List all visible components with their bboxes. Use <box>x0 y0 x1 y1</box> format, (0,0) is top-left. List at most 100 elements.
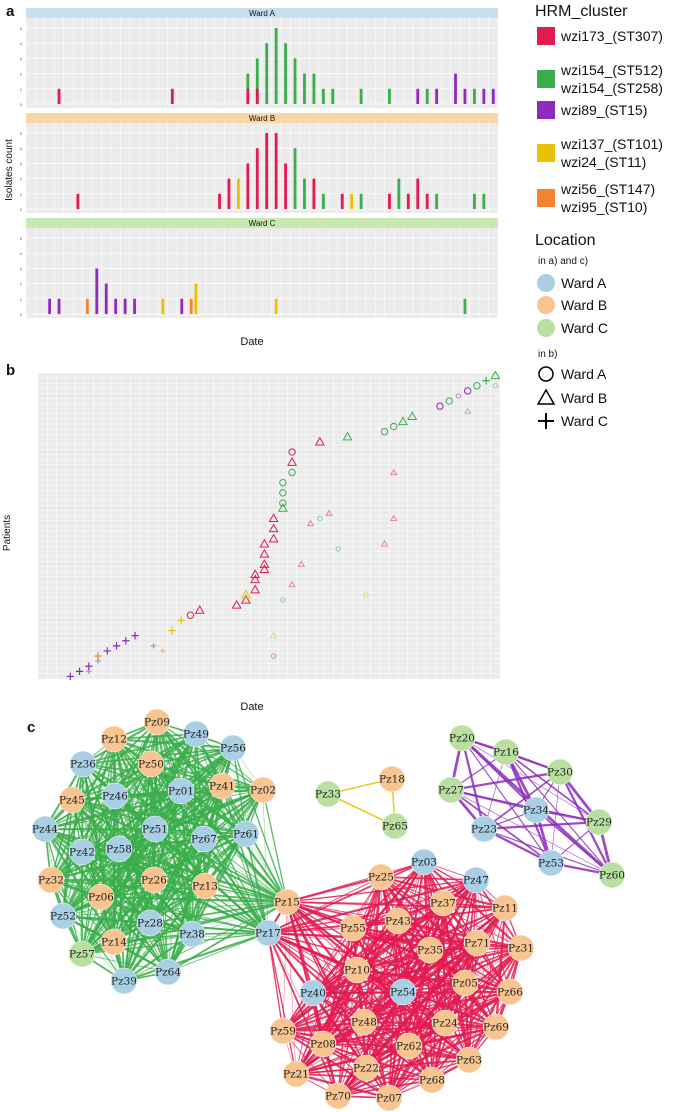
network-edge <box>450 770 561 792</box>
bar <box>312 178 316 209</box>
bar <box>303 178 306 209</box>
network-edge <box>267 932 365 1023</box>
point-circle <box>473 382 481 390</box>
legend-cluster-swatch <box>537 189 555 207</box>
network-node <box>49 902 77 930</box>
bar <box>255 58 259 104</box>
network-edge <box>203 838 288 903</box>
network-edge <box>44 828 83 955</box>
network-node-label: Pz67 <box>191 834 217 846</box>
bar <box>189 298 193 314</box>
network-edge <box>118 848 206 887</box>
network-node-label: Pz57 <box>69 949 95 961</box>
y-tick-label: 1 <box>20 87 23 92</box>
network-node-label: Pz16 <box>493 747 519 759</box>
network-edge <box>286 875 382 904</box>
point-circle <box>463 387 472 395</box>
bar <box>265 133 269 209</box>
bar <box>388 88 391 104</box>
y-tick-label: 4 <box>20 146 23 151</box>
network-edge <box>50 828 156 881</box>
network-edge <box>352 879 477 929</box>
point-circle <box>279 499 287 507</box>
legend-cluster-label: wzi95_(ST10) <box>560 199 647 215</box>
bar <box>473 193 476 209</box>
network-node-label: Pz13 <box>192 881 218 893</box>
network-edge <box>50 879 288 903</box>
network-node-label: Pz63 <box>456 1055 482 1067</box>
network-node-label: Pz39 <box>111 976 137 988</box>
point-circle <box>363 592 369 598</box>
point-triangle <box>463 407 472 414</box>
network-node-label: Pz35 <box>417 945 443 957</box>
network-edge <box>337 1025 497 1098</box>
network-edge <box>380 876 477 881</box>
network-node <box>492 738 520 766</box>
network-node-label: Pz30 <box>547 767 573 779</box>
network-node-label: Pz47 <box>463 875 489 887</box>
network-edge <box>312 982 466 994</box>
point-triangle <box>380 539 389 547</box>
network-node-label: Pz40 <box>300 988 326 1000</box>
point-circle <box>317 515 323 522</box>
network-node <box>100 725 128 753</box>
legend-location-swatch <box>537 296 555 314</box>
network-edge <box>50 879 269 934</box>
network-edge <box>118 848 169 973</box>
network-node <box>299 979 327 1007</box>
network-node-label: Pz55 <box>340 923 366 935</box>
network-node-label: Pz11 <box>492 903 518 915</box>
bar <box>416 88 420 104</box>
point-triangle <box>194 604 205 614</box>
network-node-label: Pz20 <box>449 733 475 745</box>
y-tick-label: 3 <box>20 161 23 166</box>
legend-shape-plus <box>538 413 554 429</box>
network-edge <box>460 737 486 830</box>
network-node <box>496 978 524 1006</box>
network-node-label: Pz38 <box>179 929 205 941</box>
network-node <box>190 825 218 853</box>
network-edge <box>267 932 297 1075</box>
network-node <box>339 914 367 942</box>
network-node-label: Pz28 <box>137 918 163 930</box>
bar <box>340 193 344 209</box>
point-circle <box>279 478 287 487</box>
network-edge <box>81 851 125 982</box>
network-edge <box>267 876 382 934</box>
point-triangle <box>490 370 501 380</box>
network-node-label: Pz48 <box>351 1017 377 1029</box>
bar <box>350 193 354 209</box>
network-edge <box>154 828 169 973</box>
bar <box>406 193 410 209</box>
network-node <box>546 758 574 786</box>
legend-location-swatch <box>537 274 555 292</box>
point-triangle <box>314 436 325 446</box>
facet-ward-b: Ward B <box>26 113 498 123</box>
network-edge <box>113 737 234 750</box>
network-node-label: Pz56 <box>220 743 246 755</box>
network-node <box>309 1030 337 1058</box>
bar <box>85 298 89 314</box>
network-node <box>343 956 371 984</box>
network-node <box>68 940 96 968</box>
panel-a-bar-chart: Isolates count Date Ward A Ward B Ward C… <box>4 8 499 348</box>
network-edge <box>118 848 125 982</box>
network-node-label: Pz43 <box>385 916 411 928</box>
bar <box>48 298 51 314</box>
network-edge <box>62 838 205 917</box>
point-triangle <box>231 599 242 609</box>
point-triangle <box>325 509 333 516</box>
network-node-label: Pz25 <box>368 872 394 884</box>
network-node <box>367 863 395 891</box>
bar <box>170 88 174 104</box>
network-node-label: Pz06 <box>88 892 114 904</box>
network-node <box>451 969 479 997</box>
legend-cluster-label: wzi24_(ST11) <box>560 154 646 170</box>
network-node-label: Pz17 <box>255 928 281 940</box>
network-edge <box>282 927 354 1032</box>
legend-cluster-label: wzi154_(ST512) <box>560 62 663 78</box>
bar <box>95 268 99 314</box>
network-node <box>324 1082 352 1110</box>
legend-cluster-swatch <box>537 101 555 119</box>
bar <box>321 193 325 209</box>
